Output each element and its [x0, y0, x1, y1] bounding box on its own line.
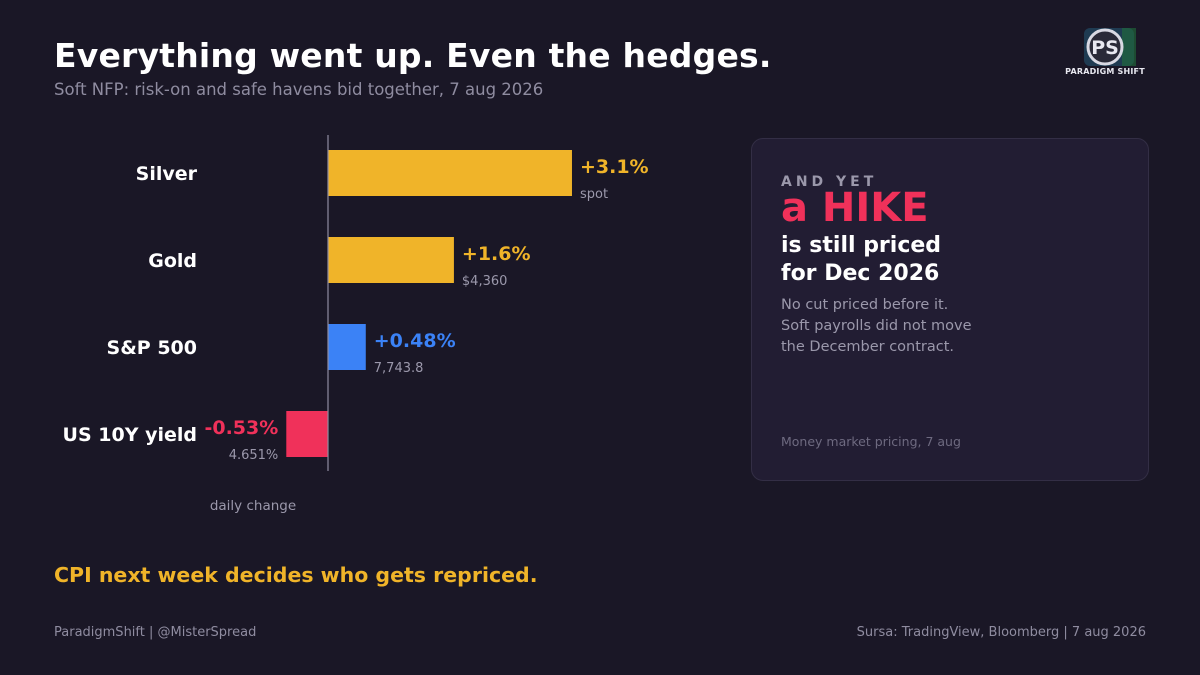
value-label: +0.48% — [374, 330, 456, 352]
bar — [328, 324, 366, 370]
card-body-line3: the December contract. — [781, 339, 955, 355]
card-subhead-line1: is still priced — [781, 233, 942, 258]
bar — [328, 237, 454, 283]
card-subhead-line2: for Dec 2026 — [781, 261, 940, 286]
card-footnote: Money market pricing, 7 aug — [781, 434, 961, 449]
card-subhead: is still priced for Dec 2026 — [781, 232, 941, 288]
card-body-line2: Soft payrolls did not move — [781, 318, 972, 334]
category-label: S&P 500 — [107, 337, 197, 359]
card-kicker: AND YET — [781, 174, 878, 190]
sub-label: spot — [580, 187, 608, 202]
category-label: Gold — [148, 250, 197, 272]
value-label: +1.6% — [462, 243, 531, 265]
sub-label: 4.651% — [229, 448, 279, 463]
sub-label: 7,743.8 — [374, 361, 424, 376]
footer-source: Sursa: TradingView, Bloomberg | 7 aug 20… — [856, 625, 1146, 640]
sub-label: $4,360 — [462, 274, 508, 289]
hike-card: AND YET a HIKE is still priced for Dec 2… — [751, 138, 1149, 481]
card-body-line1: No cut priced before it. — [781, 297, 949, 313]
callout-text: CPI next week decides who gets repriced. — [54, 563, 538, 587]
category-label: Silver — [136, 163, 198, 185]
card-headline: a HIKE — [781, 185, 929, 231]
card-body: No cut priced before it. Soft payrolls d… — [781, 295, 972, 358]
bar-chart: Silver +3.1% spot Gold +1.6% $4,360 S&P 500 +0.… — [63, 135, 649, 514]
page-subtitle: Soft NFP: risk-on and safe havens bid to… — [54, 80, 544, 99]
category-label: US 10Y yield — [63, 424, 197, 446]
brand-logo: PS PARADIGM SHIFT — [1062, 26, 1148, 80]
page-title: Everything went up. Even the hedges. — [54, 36, 772, 75]
x-axis-label: daily change — [210, 498, 296, 514]
bar — [328, 150, 572, 196]
logo-wordmark: PARADIGM SHIFT — [1065, 67, 1145, 76]
footer-credits: ParadigmShift | @MisterSpread — [54, 625, 257, 640]
svg-text:PS: PS — [1091, 37, 1119, 59]
bar — [286, 411, 328, 457]
value-label: +3.1% — [580, 156, 649, 178]
value-label: -0.53% — [204, 417, 278, 439]
ps-monogram-icon: PS — [1084, 28, 1136, 66]
